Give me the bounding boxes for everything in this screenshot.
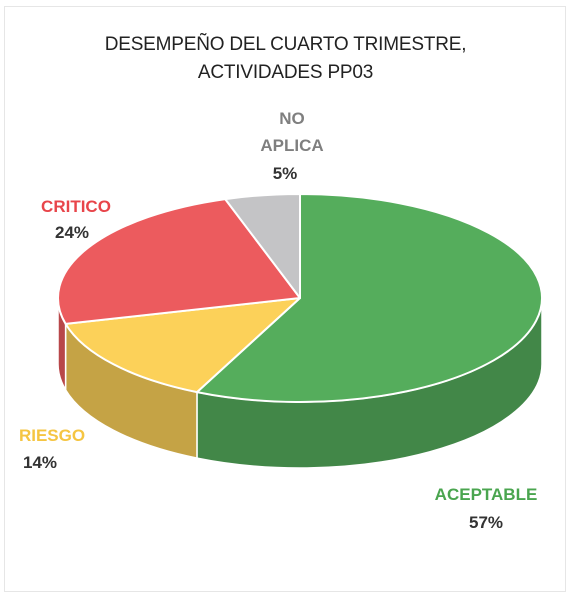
chart-frame xyxy=(4,6,566,592)
slice-critico xyxy=(57,198,301,325)
label-no-aplica-line-1: NO xyxy=(279,109,305,128)
chart-title-line-1: DESEMPEÑO DEL CUARTO TRIMESTRE, xyxy=(104,34,467,55)
value-aceptable: 57% xyxy=(469,513,503,532)
chart-title-line-2: ACTIVIDADES PP03 xyxy=(197,62,374,83)
value-no-aplica: 5% xyxy=(273,164,298,183)
value-riesgo: 14% xyxy=(23,453,57,472)
value-critico: 24% xyxy=(55,223,89,242)
slice-no-aplica xyxy=(224,193,301,299)
label-no-aplica-line-2: APLICA xyxy=(260,136,323,155)
slice-aceptable xyxy=(195,193,543,403)
label-critico: CRITICO xyxy=(41,197,111,216)
label-aceptable: ACEPTABLE xyxy=(435,485,538,504)
slice-riesgo xyxy=(64,297,301,394)
label-riesgo: RIESGO xyxy=(19,426,85,445)
pie-slices xyxy=(57,193,543,403)
